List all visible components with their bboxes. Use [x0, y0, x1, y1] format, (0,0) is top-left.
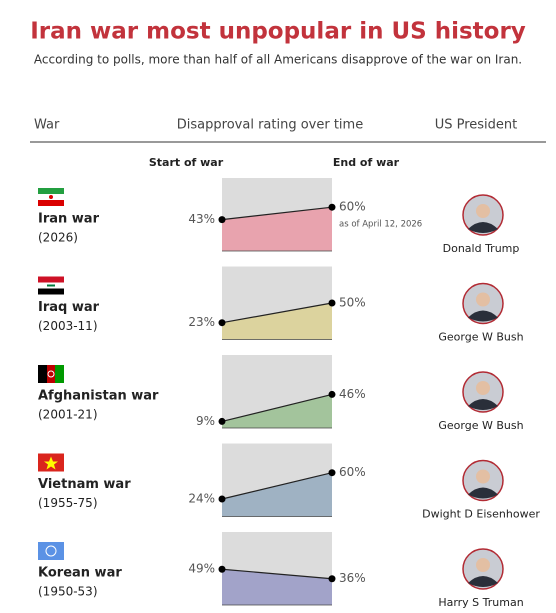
- dot: [328, 469, 336, 477]
- war-years: (1950-53): [38, 585, 98, 599]
- value-label: 60%: [339, 200, 366, 214]
- chart-subtitle: According to polls, more than half of al…: [34, 53, 522, 67]
- value-label: 50%: [339, 296, 366, 310]
- area: [222, 569, 332, 605]
- line: [221, 568, 333, 580]
- flag: [38, 365, 47, 383]
- war-years: (2001-21): [38, 408, 98, 422]
- area: [222, 303, 332, 340]
- dot: [328, 299, 336, 307]
- flag: [38, 200, 64, 206]
- value-label: 46%: [339, 387, 366, 401]
- column-header: US President: [435, 118, 518, 133]
- value-label: 60%: [339, 465, 366, 479]
- war-name: Vietnam war: [38, 477, 131, 492]
- photo-head: [476, 381, 490, 395]
- war-name: Korean war: [38, 566, 122, 581]
- note: as of April 12, 2026: [339, 220, 422, 230]
- president: George W Bush: [438, 419, 523, 432]
- area: [222, 472, 332, 517]
- line: [221, 393, 333, 423]
- photo-head: [476, 204, 490, 218]
- dot: [218, 216, 226, 224]
- flag: [47, 365, 55, 383]
- photo-body: [468, 310, 498, 322]
- line: [221, 302, 333, 324]
- chart-title: Iran war most unpopular in US history: [30, 19, 526, 45]
- value-label: 23%: [188, 315, 215, 329]
- photo-head: [476, 292, 490, 307]
- dot: [218, 495, 226, 503]
- flag: [38, 288, 64, 295]
- value-label: 43%: [188, 212, 215, 226]
- war-name: Afghanistan war: [38, 389, 159, 404]
- column-header: War: [34, 118, 60, 133]
- photo-body: [468, 399, 498, 410]
- war-name: Iraq war: [38, 300, 100, 315]
- president: Harry S Truman: [438, 596, 523, 609]
- dot: [328, 575, 336, 583]
- line: [221, 472, 333, 500]
- flag: [38, 188, 64, 194]
- war-years: (2003-11): [38, 319, 98, 333]
- dot: [328, 390, 336, 398]
- area: [222, 394, 332, 428]
- value-label: 9%: [196, 414, 215, 428]
- dot: [218, 417, 226, 425]
- photo-head: [476, 469, 490, 484]
- dot: [218, 565, 226, 573]
- area: [222, 207, 332, 251]
- flag: [47, 284, 55, 287]
- photo-head: [476, 558, 490, 572]
- line: [221, 206, 333, 221]
- value-label: 24%: [188, 491, 215, 505]
- flag: [45, 545, 57, 557]
- value-label: 36%: [339, 571, 366, 585]
- value-label: 49%: [188, 562, 215, 576]
- photo-body: [468, 576, 498, 587]
- legend-start: Start of war: [149, 156, 224, 169]
- president: George W Bush: [438, 331, 523, 344]
- flag: [38, 276, 64, 283]
- president: Donald Trump: [443, 242, 520, 255]
- dot: [218, 319, 226, 327]
- photo-body: [468, 222, 498, 233]
- flag: [38, 542, 64, 560]
- dot: [328, 203, 336, 211]
- war-years: (1955-75): [38, 496, 98, 510]
- flag: [55, 365, 64, 383]
- war-years: (2026): [38, 231, 78, 245]
- flag: [47, 370, 55, 378]
- column-header: Disapproval rating over time: [177, 118, 363, 133]
- president: Dwight D Eisenhower: [422, 508, 540, 521]
- photo-body: [468, 487, 498, 499]
- legend-end: End of war: [333, 156, 400, 169]
- flag: [49, 195, 53, 199]
- war-name: Iran war: [38, 212, 100, 227]
- flag: [44, 456, 58, 470]
